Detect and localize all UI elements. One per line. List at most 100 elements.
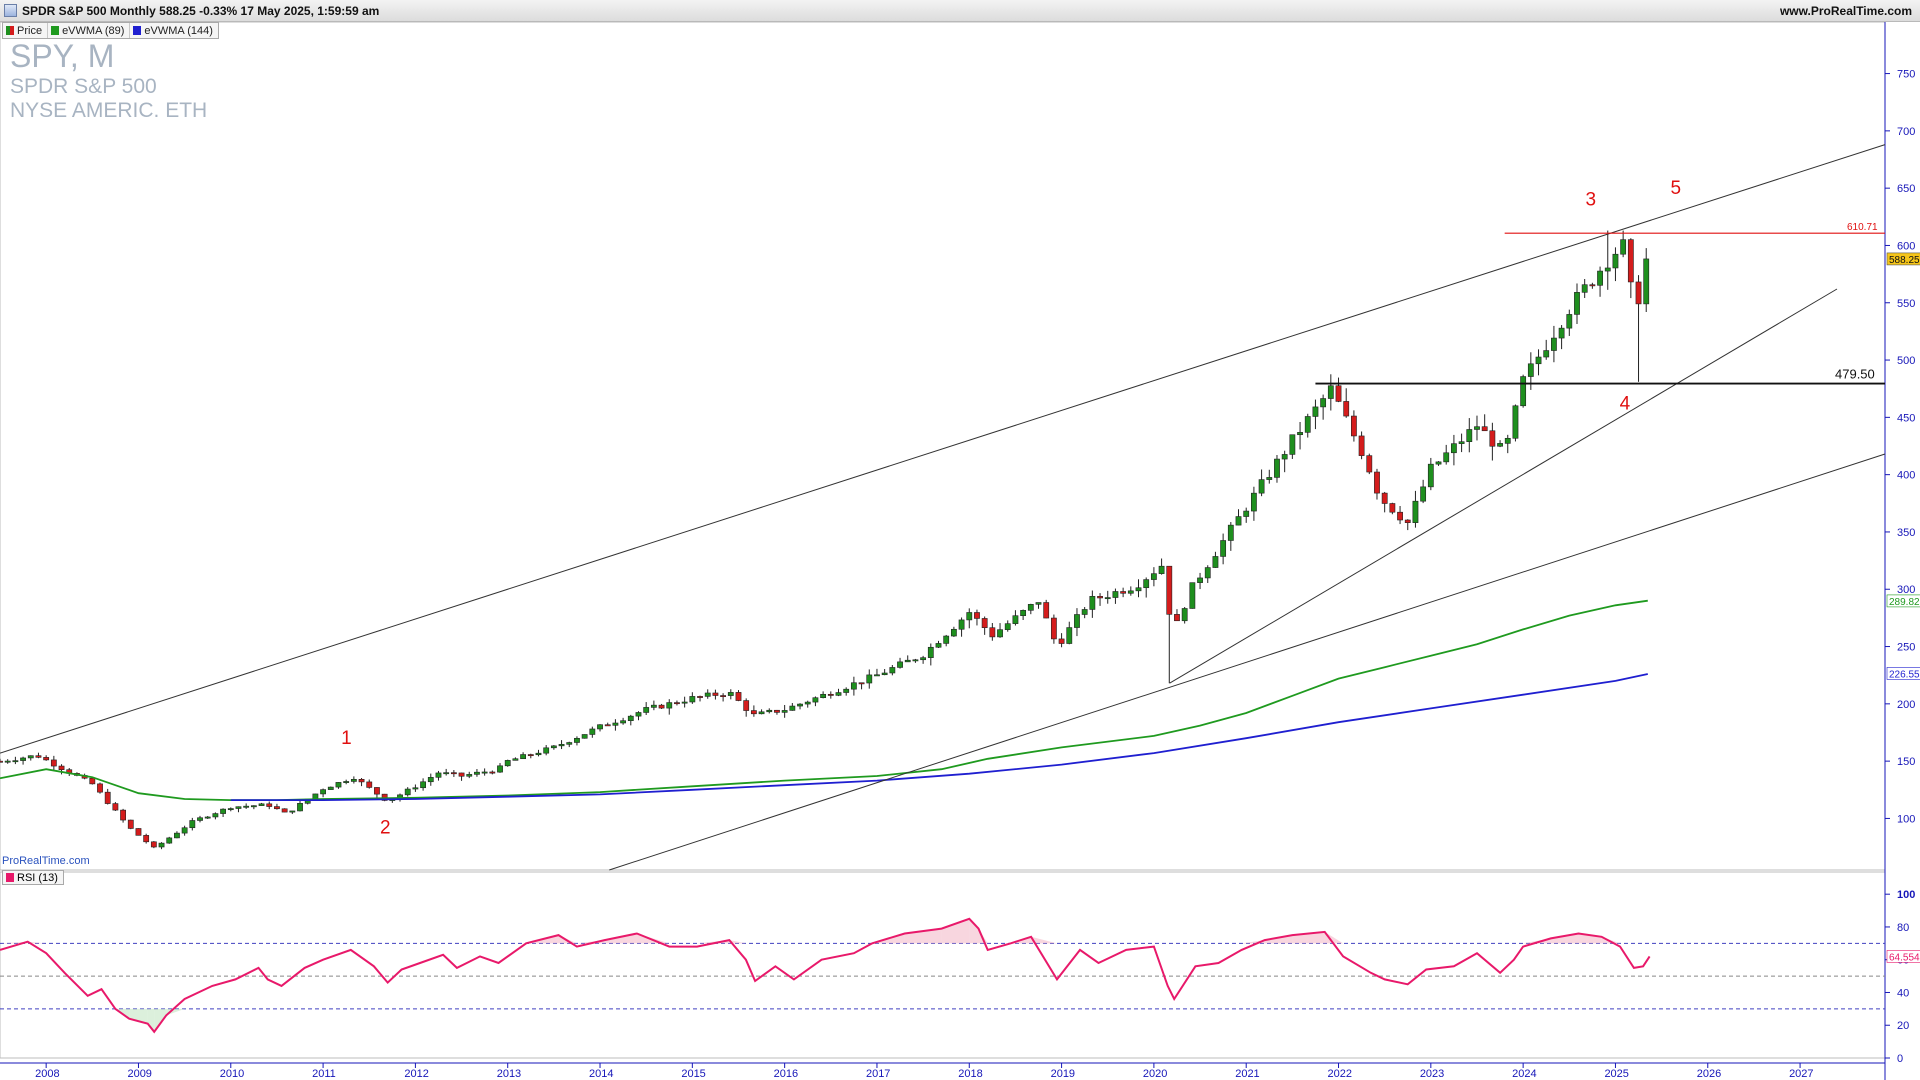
legend-bar: Price eVWMA (89) eVWMA (144) (2, 22, 219, 39)
rsi-last-tag: 64.554 (1889, 952, 1920, 963)
candle-body (1374, 471, 1380, 494)
candle-body (281, 808, 288, 813)
candle (12, 756, 19, 765)
candle-body (1574, 292, 1580, 315)
candle-body (1481, 426, 1488, 432)
candle (1566, 309, 1573, 336)
candle-body (212, 813, 219, 818)
candle-body (1520, 376, 1527, 407)
x-tick-label: 2026 (1697, 1068, 1721, 1080)
rsi-line (0, 917, 1651, 1034)
candle (1089, 590, 1096, 618)
candle-body (943, 635, 950, 644)
candle (774, 709, 780, 715)
candle-body (1227, 524, 1234, 541)
watermark[interactable]: ProRealTime.com (2, 855, 90, 867)
candle (1466, 418, 1473, 453)
rsi-legend-label: RSI (13) (17, 871, 58, 884)
candle-body (1451, 443, 1457, 454)
legend-price[interactable]: Price (3, 23, 49, 38)
candle (927, 643, 934, 666)
symbol-code: SPY, M (10, 38, 115, 74)
candle (497, 763, 503, 773)
candle-body (1381, 492, 1388, 504)
candle-body (104, 791, 111, 804)
rsi-overbought-fill (1550, 933, 1579, 944)
x-tick-label: 2017 (866, 1068, 890, 1080)
candle-body (1043, 602, 1050, 619)
candle (843, 687, 850, 696)
candle (1497, 440, 1503, 448)
candle (643, 702, 650, 716)
candle (1027, 603, 1034, 615)
candle (835, 688, 842, 697)
candle-body (850, 682, 857, 690)
candle-body (1143, 579, 1150, 589)
rsi-overbought-fill (1031, 936, 1057, 944)
candle (635, 711, 642, 721)
candle-body (1643, 258, 1650, 305)
x-tick-label: 2009 (127, 1068, 151, 1080)
candle (1020, 609, 1027, 621)
legend-evwma-89[interactable]: eVWMA (89) (48, 23, 131, 38)
candle-body (220, 808, 226, 814)
candle (620, 717, 627, 725)
candle-body (1081, 609, 1088, 615)
candle (935, 640, 942, 648)
candle-body (412, 787, 419, 790)
candle (912, 658, 919, 663)
candle (1358, 431, 1365, 460)
x-tick-label: 2020 (1143, 1068, 1167, 1080)
evwma-144-line (230, 673, 1648, 801)
legend-evwma-144[interactable]: eVWMA (144) (130, 23, 217, 38)
candle-body (489, 771, 496, 774)
candle-body (1458, 441, 1465, 444)
candle-body (804, 701, 811, 705)
y-tick-label: 250 (1897, 642, 1915, 654)
candle-body (1443, 452, 1450, 463)
candle-body (1112, 591, 1119, 598)
x-tick-label: 2010 (220, 1068, 244, 1080)
y-tick-label: 750 (1897, 69, 1915, 81)
candle-body (89, 777, 96, 785)
site-link[interactable]: www.ProRealTime.com (1779, 4, 1912, 18)
candle-body (1004, 623, 1011, 630)
candle-body (658, 704, 665, 709)
candles-group (0, 230, 1650, 850)
candle-body (1397, 511, 1403, 521)
candle (535, 749, 542, 757)
app-logo-icon (4, 4, 17, 17)
candle (527, 753, 534, 759)
candle (966, 608, 973, 629)
candle-body (1474, 426, 1480, 430)
candle-body (320, 789, 326, 795)
candle (743, 698, 750, 717)
candle (166, 836, 173, 844)
candle-body (374, 787, 380, 795)
candle (781, 704, 788, 718)
candle (366, 779, 373, 789)
candle-body (843, 688, 850, 693)
candle-body (174, 832, 180, 839)
candle (720, 693, 727, 702)
candle (1243, 507, 1250, 523)
x-tick-label: 2015 (681, 1068, 705, 1080)
x-tick-label: 2011 (312, 1068, 336, 1080)
candle-body (1089, 596, 1096, 610)
candle (874, 668, 880, 677)
candle-body (558, 744, 565, 747)
rsi-legend[interactable]: RSI (13) (2, 870, 64, 885)
candle (1058, 633, 1065, 648)
candle-body (781, 710, 788, 713)
candle (520, 752, 526, 760)
wave-label: 3 (1586, 190, 1597, 211)
x-tick-label: 2016 (774, 1068, 798, 1080)
candle-body (1320, 398, 1327, 408)
candle-body (404, 788, 411, 796)
candle-body (127, 819, 134, 829)
candle-body (1212, 556, 1219, 568)
candle (1543, 339, 1550, 360)
candle (1304, 413, 1311, 438)
rsi-overbought-fill (904, 928, 942, 944)
